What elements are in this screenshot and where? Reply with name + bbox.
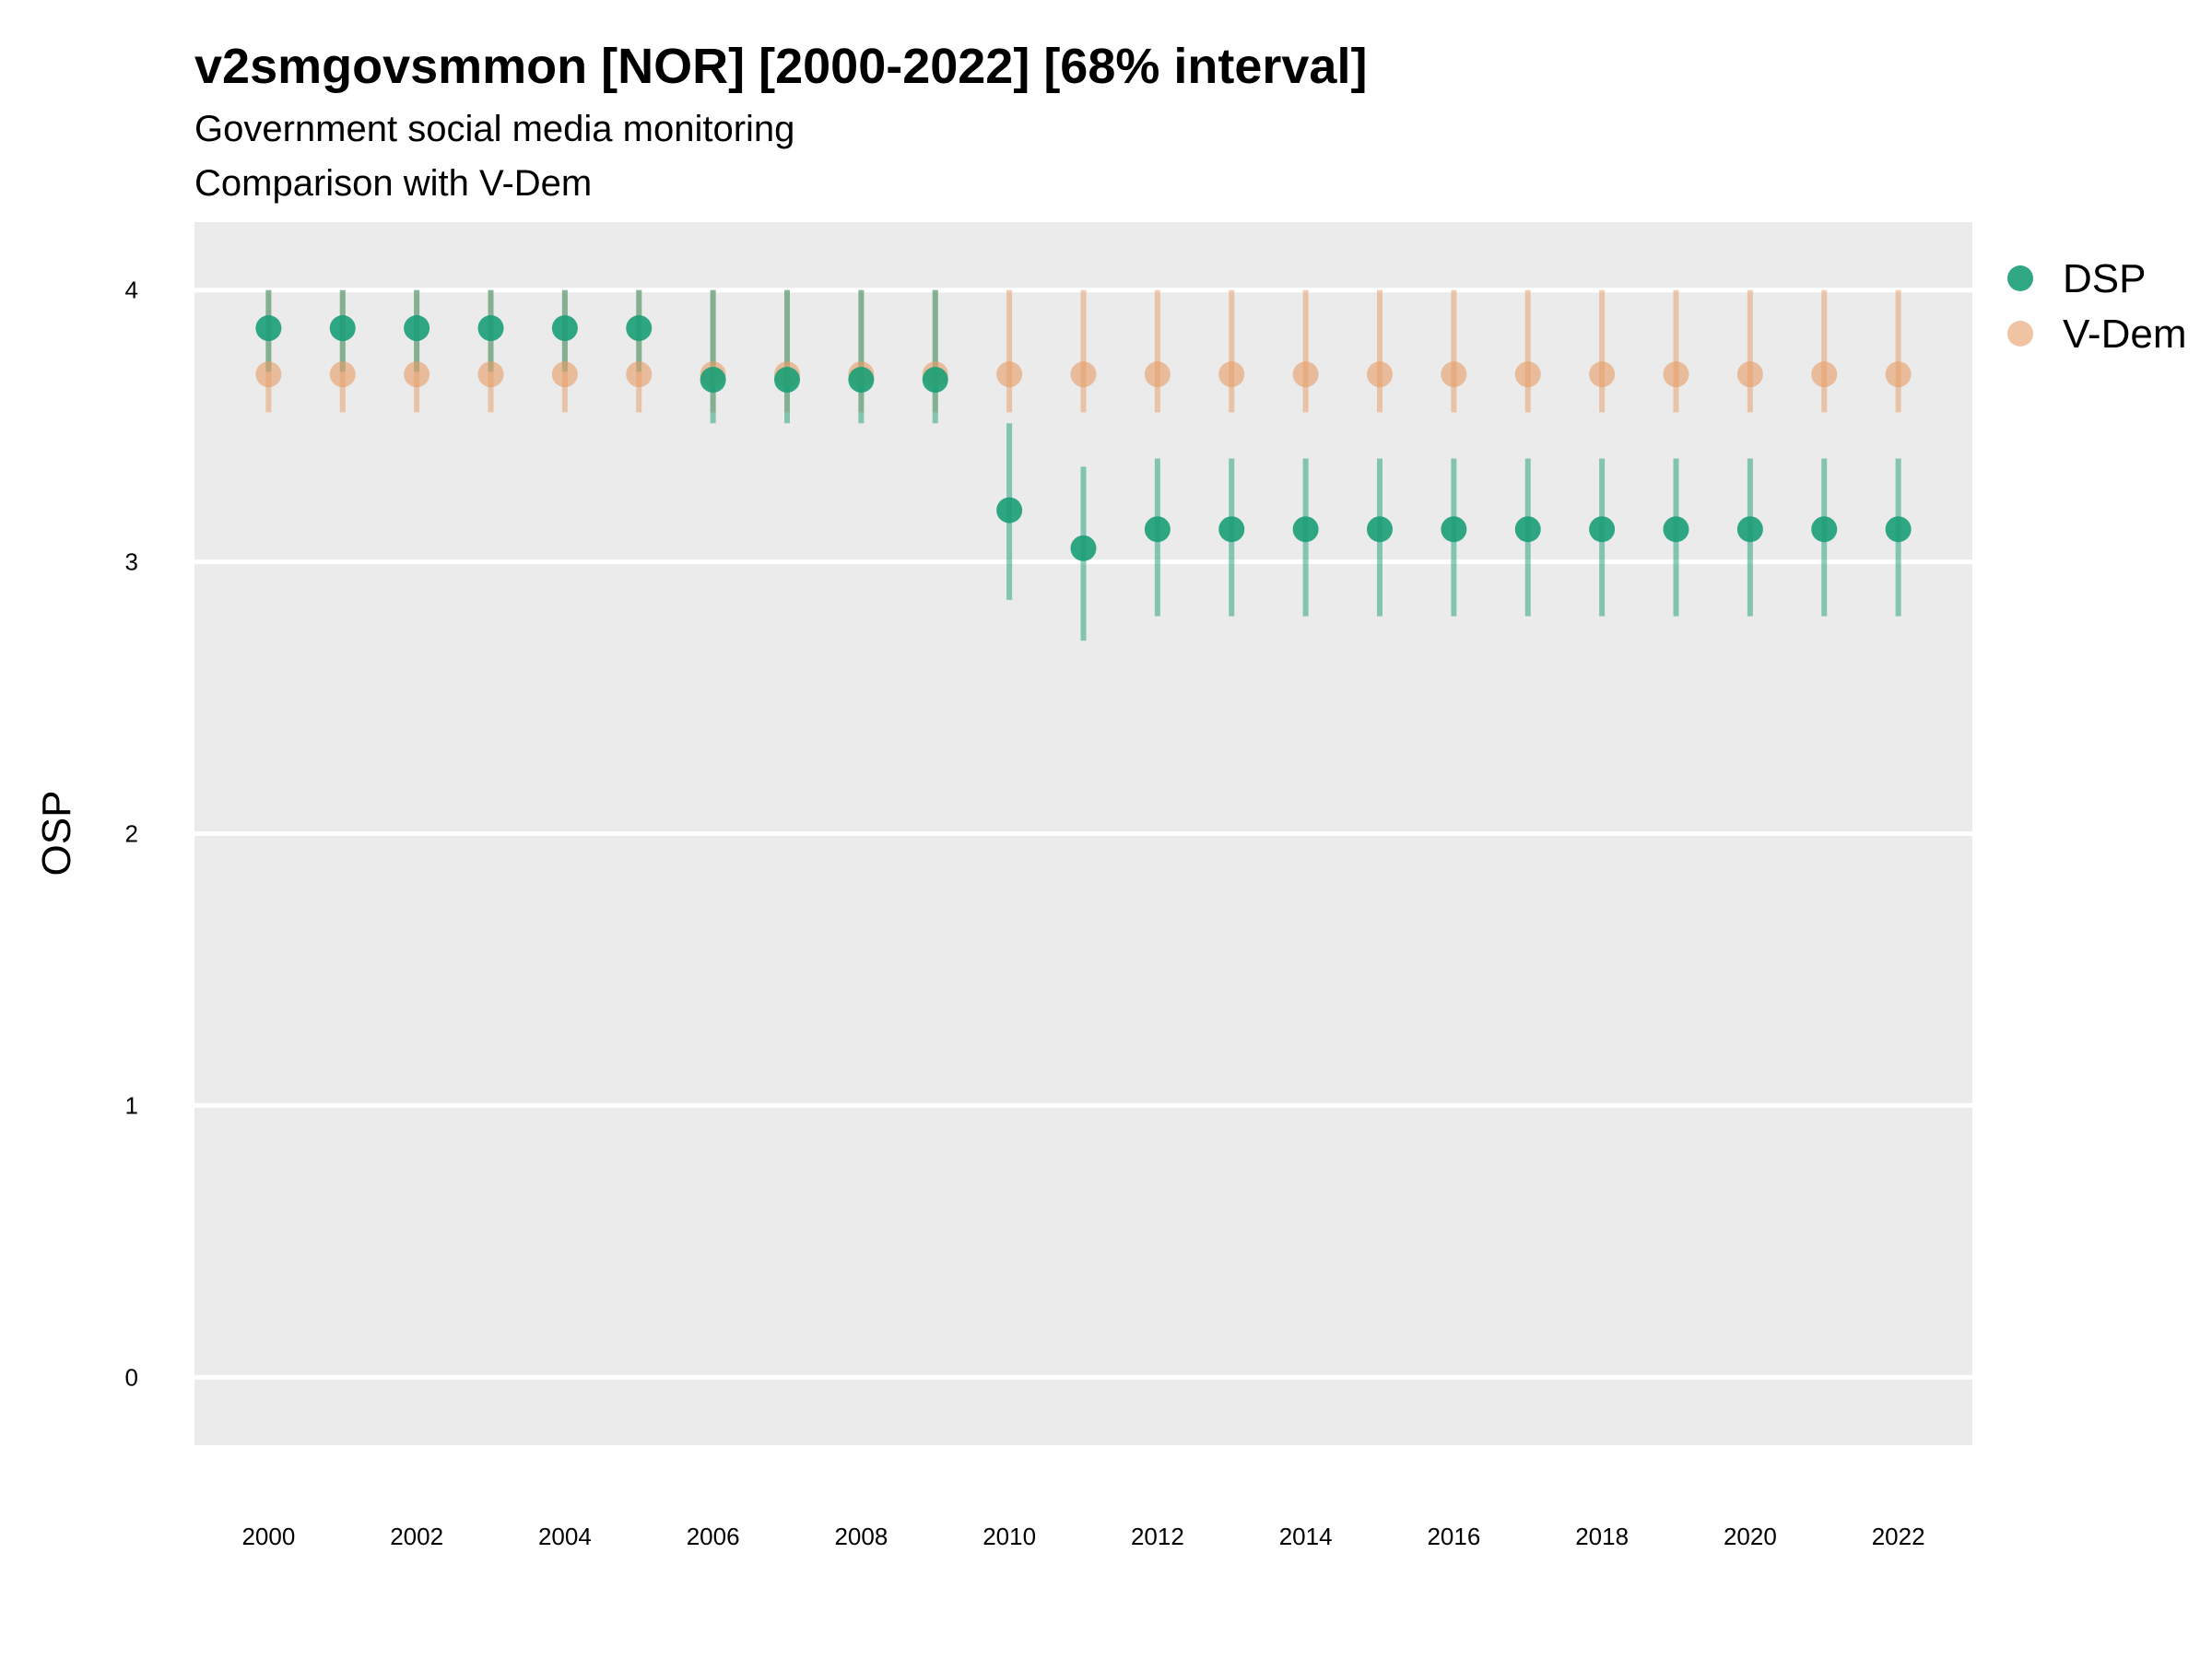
v-dem-point [626, 361, 653, 388]
v-dem-point [1663, 361, 1689, 388]
x-tick-labels: 2000 2002 2004 2006 2008 2010 2012 2014 2016 2018… [241, 1523, 1924, 1550]
chart-subtitle-line-1: Government social media monitoring [194, 109, 794, 149]
dsp-point [1367, 516, 1393, 543]
v-dem-point [1736, 361, 1763, 388]
x-tick-label: 2014 [1279, 1523, 1333, 1550]
legend-label-v-dem: V-Dem [2063, 312, 2186, 357]
dsp-point [1514, 516, 1541, 543]
dsp-point [1441, 516, 1467, 543]
y-tick-labels: 0 1 2 3 4 [125, 276, 138, 1392]
dsp-point [1811, 516, 1838, 543]
v-dem-point [1811, 361, 1838, 388]
dsp-point [922, 367, 948, 394]
legend-label-dsp: DSP [2063, 256, 2146, 301]
x-tick-label: 2010 [982, 1523, 1036, 1550]
dsp-point [774, 367, 800, 394]
v-dem-point [1218, 361, 1245, 388]
y-tick-label: 2 [125, 820, 138, 848]
v-dem-point [1367, 361, 1393, 388]
dsp-point [1885, 516, 1912, 543]
v-dem-point [255, 361, 282, 388]
v-dem-point [329, 361, 356, 388]
dsp-point [255, 315, 282, 342]
legend: DSP V-Dem [2007, 256, 2186, 357]
dsp-point [700, 367, 726, 394]
x-tick-label: 2022 [1872, 1523, 1925, 1550]
dsp-point [1736, 516, 1763, 543]
v-dem-point [551, 361, 578, 388]
dsp-point [404, 315, 430, 342]
dsp-point [1663, 516, 1689, 543]
y-tick-label: 0 [125, 1363, 138, 1391]
legend-key-dsp [2007, 265, 2033, 291]
dsp-point [1292, 516, 1319, 543]
dsp-point [626, 315, 653, 342]
chart-title: v2smgovsmmon [NOR] [2000-2022] [68% inte… [194, 39, 1367, 94]
dsp-point [1144, 516, 1171, 543]
dsp-point [996, 497, 1023, 524]
dsp-point [477, 315, 504, 342]
v-dem-point [996, 361, 1023, 388]
v-dem-point [1144, 361, 1171, 388]
dsp-point [1070, 535, 1097, 561]
legend-key-v-dem [2007, 321, 2033, 347]
v-dem-point [1589, 361, 1616, 388]
y-tick-label: 1 [125, 1091, 138, 1119]
v-dem-point [1514, 361, 1541, 388]
dsp-point [551, 315, 578, 342]
dsp-point [329, 315, 356, 342]
x-tick-label: 2012 [1131, 1523, 1184, 1550]
dsp-point [1218, 516, 1245, 543]
x-tick-label: 2008 [834, 1523, 888, 1550]
y-tick-label: 4 [125, 276, 138, 304]
v-dem-point [1441, 361, 1467, 388]
x-tick-label: 2002 [390, 1523, 443, 1550]
x-tick-label: 2006 [687, 1523, 740, 1550]
v-dem-point [1070, 361, 1097, 388]
v-dem-point [477, 361, 504, 388]
dsp-point [1589, 516, 1616, 543]
y-axis-label: OSP [34, 791, 79, 877]
v-dem-point [1292, 361, 1319, 388]
x-tick-label: 2004 [538, 1523, 592, 1550]
x-tick-label: 2018 [1575, 1523, 1629, 1550]
x-tick-label: 2000 [241, 1523, 295, 1550]
chart-subtitle-line-2: Comparison with V-Dem [194, 163, 592, 204]
y-tick-label: 3 [125, 548, 138, 576]
x-tick-label: 2016 [1427, 1523, 1480, 1550]
v-dem-point [404, 361, 430, 388]
v-dem-point [1885, 361, 1912, 388]
x-tick-label: 2020 [1724, 1523, 1777, 1550]
dsp-point [848, 367, 875, 394]
data-points [255, 315, 1912, 561]
